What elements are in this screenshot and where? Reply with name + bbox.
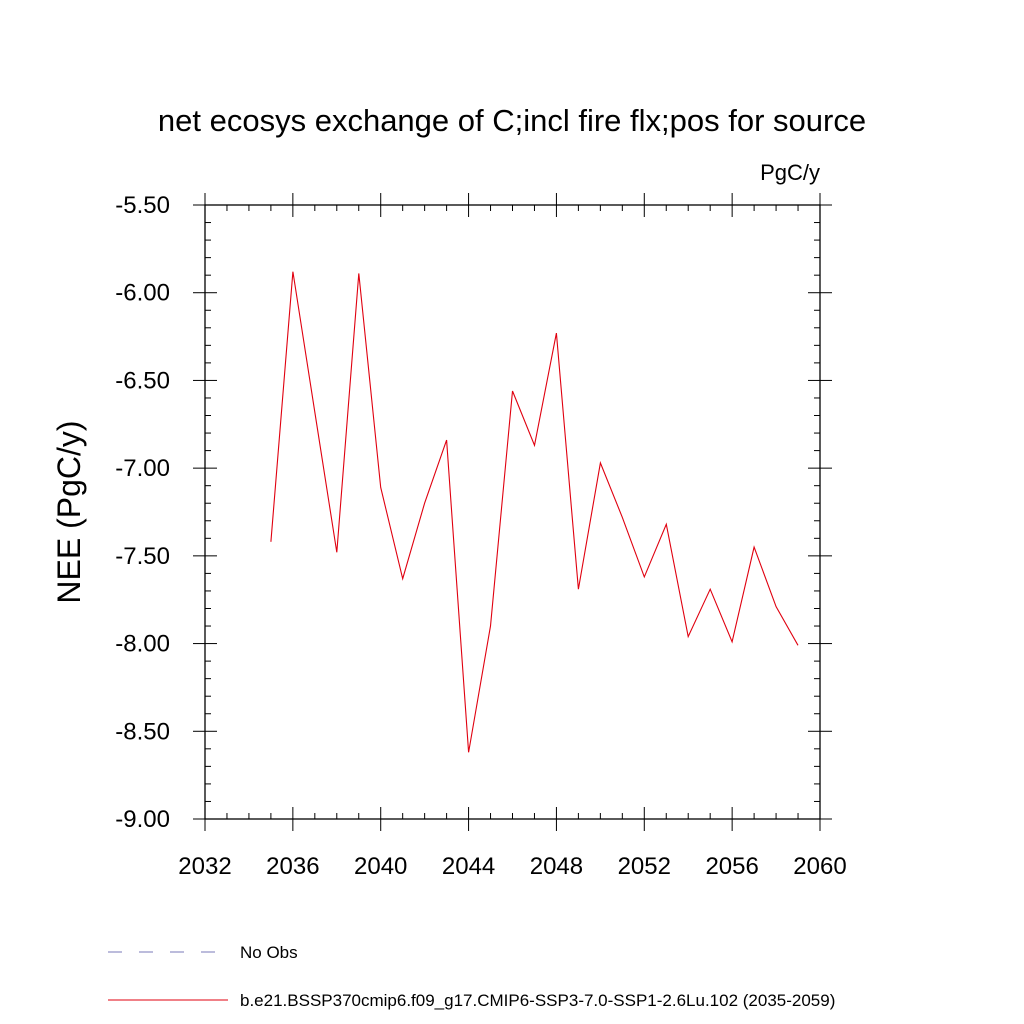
x-tick-label: 2048 (530, 853, 583, 880)
x-tick-label: 2052 (618, 853, 671, 880)
y-tick-label: -8.50 (115, 718, 170, 745)
x-tick-label: 2060 (793, 853, 846, 880)
y-tick-label: -8.00 (115, 631, 170, 658)
x-tick-label: 2056 (705, 853, 758, 880)
axis-ticks (193, 193, 832, 831)
x-tick-label: 2036 (266, 853, 319, 880)
y-tick-label: -5.50 (115, 192, 170, 219)
y-tick-labels: -5.50 -6.00 -6.50 -7.00 -7.50 -8.00 -8.50 -9.00 (115, 192, 170, 833)
chart-title: net ecosys exchange of C;incl fire flx;p… (158, 103, 866, 138)
x-tick-label: 2032 (178, 853, 231, 880)
legend-label-no-obs: No Obs (240, 943, 298, 962)
y-axis-label: NEE (PgC/y) (51, 420, 87, 603)
y-tick-label: -7.50 (115, 543, 170, 570)
legend-label-model-run: b.e21.BSSP370cmip6.f09_g17.CMIP6-SSP3-7.… (240, 991, 835, 1010)
x-tick-label: 2044 (442, 853, 495, 880)
legend: No Obs b.e21.BSSP370cmip6.f09_g17.CMIP6-… (108, 943, 835, 1010)
units-label: PgC/y (760, 160, 820, 185)
series-group (270, 271, 799, 753)
y-tick-label: -6.50 (115, 367, 170, 394)
y-tick-label: -7.00 (115, 455, 170, 482)
series-line-0 (270, 271, 799, 753)
x-tick-label: 2040 (354, 853, 407, 880)
y-tick-label: -6.00 (115, 280, 170, 307)
y-tick-label: -9.00 (115, 806, 170, 833)
x-tick-labels: 2032 2036 2040 2044 2048 2052 2056 2060 (178, 853, 846, 880)
